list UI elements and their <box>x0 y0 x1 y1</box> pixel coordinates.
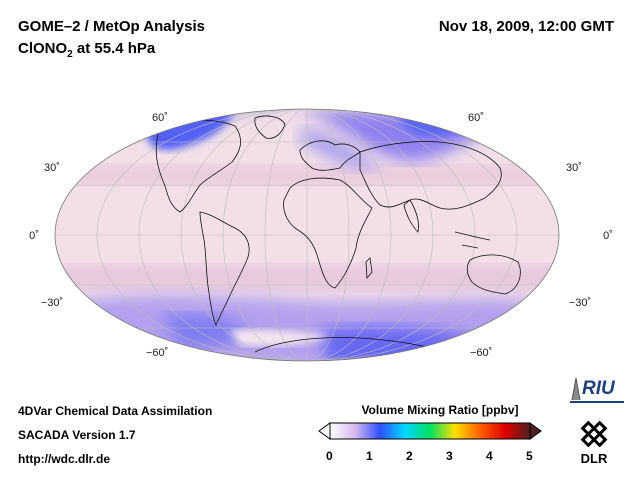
lat-label-s30-right: −30˚ <box>569 297 591 309</box>
lat-label-n30-right: 30˚ <box>566 162 582 174</box>
dlr-logo: DLR <box>580 420 608 466</box>
colorbar-tick-label: 5 <box>526 449 533 463</box>
title-line1: GOME–2 / MetOp Analysis <box>18 18 205 35</box>
map-outline <box>54 108 560 362</box>
species-subscript: 2 <box>67 49 73 60</box>
lat-label-n30-left: 30˚ <box>44 162 60 174</box>
colorbar-bar <box>329 422 531 440</box>
species-name: ClONO <box>18 40 68 57</box>
colorbar-tick-label: 3 <box>446 449 453 463</box>
colorbar-tick-label: 0 <box>326 449 333 463</box>
title-species: ClONO2 at 55.4 hPa <box>18 40 155 60</box>
colorbar-tick-label: 2 <box>406 449 413 463</box>
lat-label-eq-right: 0˚ <box>603 230 613 242</box>
dlr-logo-text: DLR <box>581 451 608 466</box>
lat-label-eq-left: 0˚ <box>29 230 39 242</box>
lat-label-s60-left: −60˚ <box>146 347 168 359</box>
colorbar-low-arrow <box>318 422 331 440</box>
datetime-label: Nov 18, 2009, 12:00 GMT <box>438 18 614 35</box>
footer-line2: SACADA Version 1.7 <box>18 428 136 442</box>
colorbar-title: Volume Mixing Ratio [ppbv] <box>361 403 519 417</box>
colorbar-tick-label: 1 <box>366 449 373 463</box>
lat-label-n60-right: 60˚ <box>468 112 484 124</box>
colorbar-tick-label: 4 <box>486 449 493 463</box>
colorbar-high-arrow <box>529 422 542 440</box>
riu-logo-text: RIU <box>582 378 616 399</box>
colorbar <box>318 422 542 440</box>
lat-label-n60-left: 60˚ <box>152 112 168 124</box>
lat-label-s60-right: −60˚ <box>470 347 492 359</box>
graticule <box>55 109 559 361</box>
riu-logo: RIU <box>570 377 624 403</box>
footer-line1: 4DVar Chemical Data Assimilation <box>18 404 213 418</box>
mollweide-map: 60˚ 60˚ 30˚ 30˚ 0˚ 0˚ −30˚ −30˚ −60˚ −60… <box>29 108 613 362</box>
coastlines <box>155 115 521 353</box>
lat-label-s30-left: −30˚ <box>41 297 63 309</box>
level-text: at 55.4 hPa <box>72 40 156 57</box>
footer-url: http://wdc.dlr.de <box>18 452 110 466</box>
